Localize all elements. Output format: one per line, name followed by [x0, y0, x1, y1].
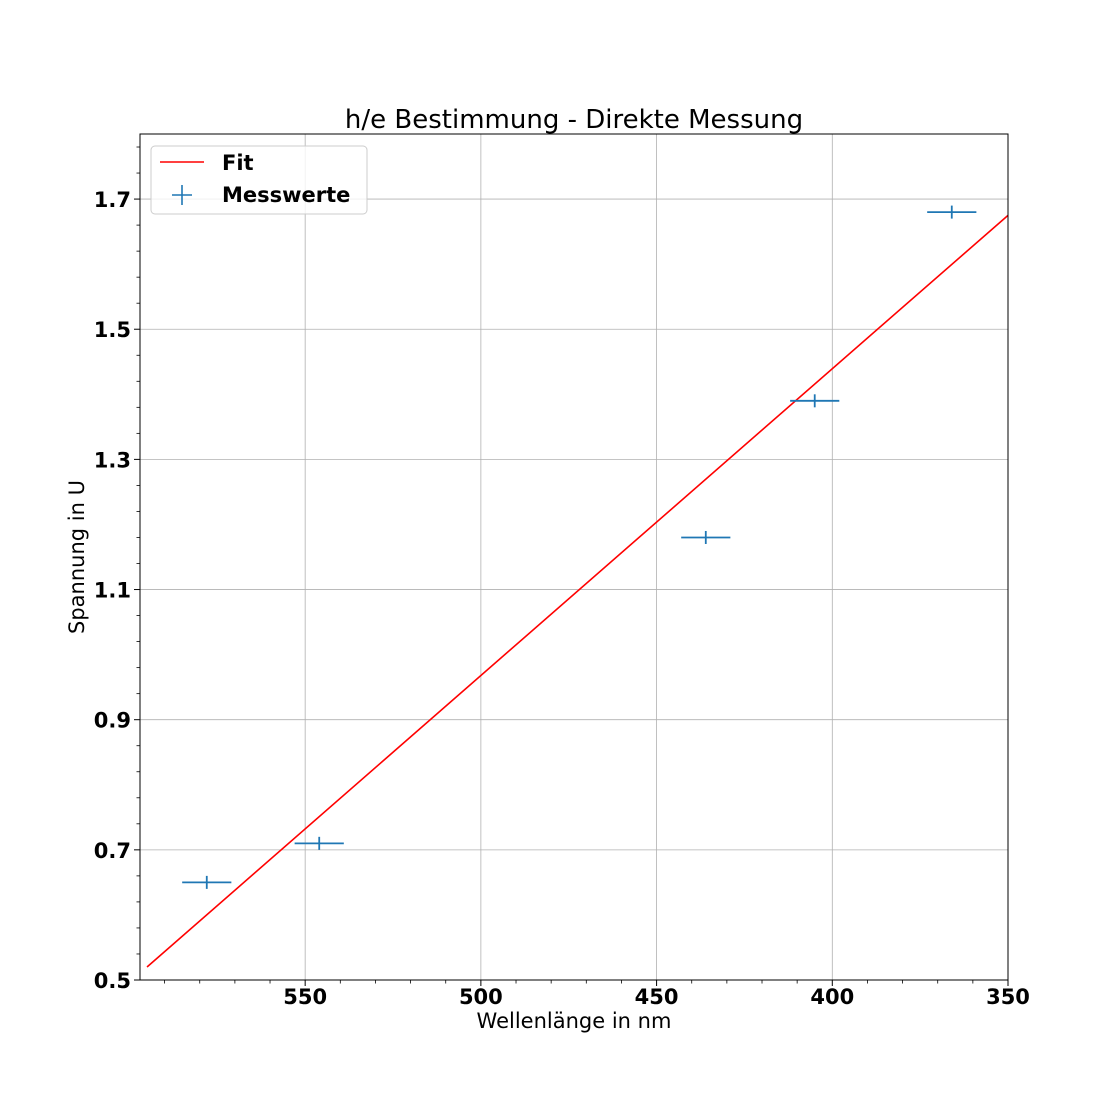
legend: Fit Messwerte: [150, 145, 368, 215]
y-tick-label: 0.9: [94, 709, 131, 733]
x-tick-label: 350: [986, 985, 1030, 1009]
y-tick-label: 0.5: [94, 969, 131, 993]
x-tick-label: 500: [459, 985, 503, 1009]
x-tick-label: 400: [810, 985, 854, 1009]
legend-messwerte-label: Messwerte: [222, 183, 350, 207]
y-tick-label: 1.3: [94, 448, 131, 472]
y-tick-label: 0.7: [94, 839, 131, 863]
data-point: [927, 205, 977, 219]
chart-title: h/e Bestimmung - Direkte Messung: [345, 105, 803, 135]
data-point: [790, 394, 840, 408]
y-tick-label: 1.5: [94, 318, 131, 342]
y-axis-label: Spannung in U: [65, 480, 89, 634]
data-point: [681, 530, 731, 544]
x-tick-label: 550: [283, 985, 327, 1009]
grid: [140, 134, 1009, 981]
plot-frame: [139, 133, 1009, 981]
data-point: [294, 836, 344, 850]
points-layer: [182, 205, 977, 889]
major-ticks: [134, 198, 1009, 986]
minor-ticks: [136, 146, 974, 984]
x-tick-label: 450: [635, 985, 679, 1009]
x-axis-label: Wellenlänge in nm: [477, 1009, 672, 1033]
x-tick-labels: 550 500 450 400 350: [283, 985, 1030, 1009]
legend-fit-label: Fit: [222, 151, 254, 175]
y-tick-label: 1.7: [94, 188, 131, 212]
y-tick-label: 1.1: [94, 579, 131, 603]
data-point: [182, 875, 232, 889]
legend-box: [150, 145, 368, 215]
y-tick-labels: 0.5 0.7 0.9 1.1 1.3 1.5 1.7: [94, 188, 131, 993]
fit-line: [146, 214, 1009, 968]
fit-layer: [146, 214, 1009, 968]
